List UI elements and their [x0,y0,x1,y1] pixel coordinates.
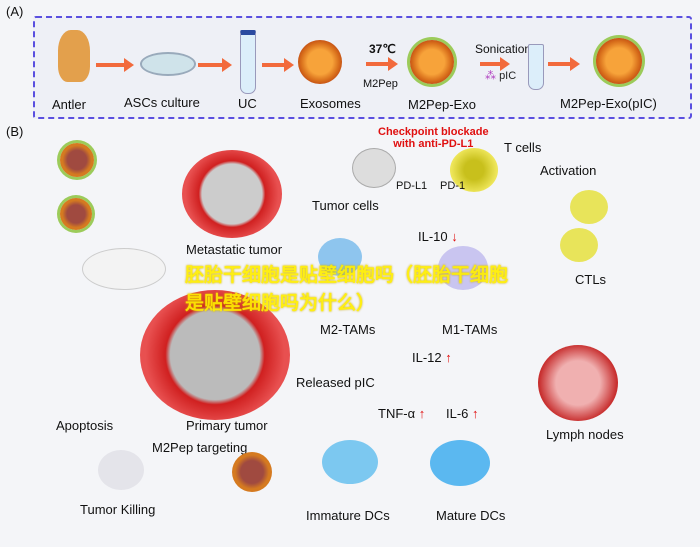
step-uc: UC [238,96,257,111]
ctls-label: CTLs [575,272,607,287]
metastatic-label: Metastatic tumor [186,242,283,257]
temp-label: 37℃ [369,42,396,56]
metastatic-tumor-icon [182,150,282,238]
primary-tumor-label: Primary tumor [186,418,268,433]
arrow [262,58,294,72]
up-arrow-icon: ↑ [418,406,426,421]
arrow [198,58,232,72]
m2-tam-icon [318,238,362,276]
peptide-label: M2Pep [363,78,398,90]
pic-label: ⁂ pIC [485,69,516,82]
m2pep-exo-pic-icon [596,38,642,84]
eppendorf-icon [528,44,544,90]
up-arrow-icon: ↑ [445,350,452,365]
lymph-node-icon [538,345,618,421]
step-exosomes: Exosomes [300,96,361,111]
activation-label: Activation [540,163,597,178]
pd1-label: PD-1 [440,180,466,192]
step-antler: Antler [52,97,86,112]
ctl-icon [560,228,598,262]
exosome-icon [60,198,92,230]
petri-dish-icon [140,52,196,76]
pdl1-label: PD-L1 [396,180,428,192]
m1tams-label: M1-TAMs [442,322,498,337]
step-m2pep-exo-pic: M2Pep-Exo(pIC) [560,96,657,111]
exosome-icon [232,452,272,492]
tcells-label: T cells [504,140,542,155]
arrow [480,57,510,71]
tnf-text: TNF-α [378,406,416,421]
m2pep-exo-icon [410,40,454,84]
arrow [548,57,580,71]
ctl-icon [570,190,608,224]
killing-label: Tumor Killing [80,502,156,517]
lymph-label: Lymph nodes [546,427,624,442]
il10-text: IL-10 [418,229,448,244]
apoptosis-label: Apoptosis [56,418,114,433]
watermark: 胚胎干细胞是贴壁细胞吗（胚胎干细胞是贴壁细胞吗为什么） [185,265,509,314]
step-ascs: ASCs culture [124,95,200,110]
il6-label: IL-6 ↑ [446,406,479,421]
tube-icon [240,30,256,94]
deer-icon [58,30,90,82]
released-pic-label: Released pIC [296,375,375,390]
tnf-label: TNF-α ↑ [378,406,425,421]
m1-tam-icon [438,246,488,290]
il6-text: IL-6 [446,406,469,421]
step-m2pep-exo: M2Pep-Exo [408,97,476,112]
targeting-label: M2Pep targeting [152,440,248,455]
immature-label: Immature DCs [306,508,390,523]
il12-text: IL-12 [412,350,442,365]
down-arrow-icon: ↓ [451,229,458,244]
up-arrow-icon: ↑ [472,406,479,421]
tumor-cell-icon [352,148,396,188]
exosome-icon [298,40,342,84]
pic-icon: ⁂ [485,70,500,82]
dead-tumor-icon [98,450,144,490]
tcell-icon [450,148,498,192]
mature-dc-icon [430,440,490,486]
m2tams-label: M2-TAMs [320,322,376,337]
exosome-icon [60,143,94,177]
pic-text: pIC [499,70,517,82]
mature-label: Mature DCs [436,508,506,523]
primary-tumor-icon [140,290,290,420]
il12-label: IL-12 ↑ [412,350,452,365]
il10-label: IL-10 ↓ [418,229,458,244]
arrow [96,58,134,72]
tumor-cells-label: Tumor cells [312,198,379,213]
checkpoint-label: Checkpoint blockade with anti-PD-L1 [378,126,489,150]
sonication-label: Sonication [475,42,532,56]
mouse-icon [82,248,166,290]
panel-a-label: (A) [6,4,24,19]
panel-b-label: (B) [6,124,24,139]
immature-dc-icon [322,440,378,484]
arrow [366,57,398,71]
